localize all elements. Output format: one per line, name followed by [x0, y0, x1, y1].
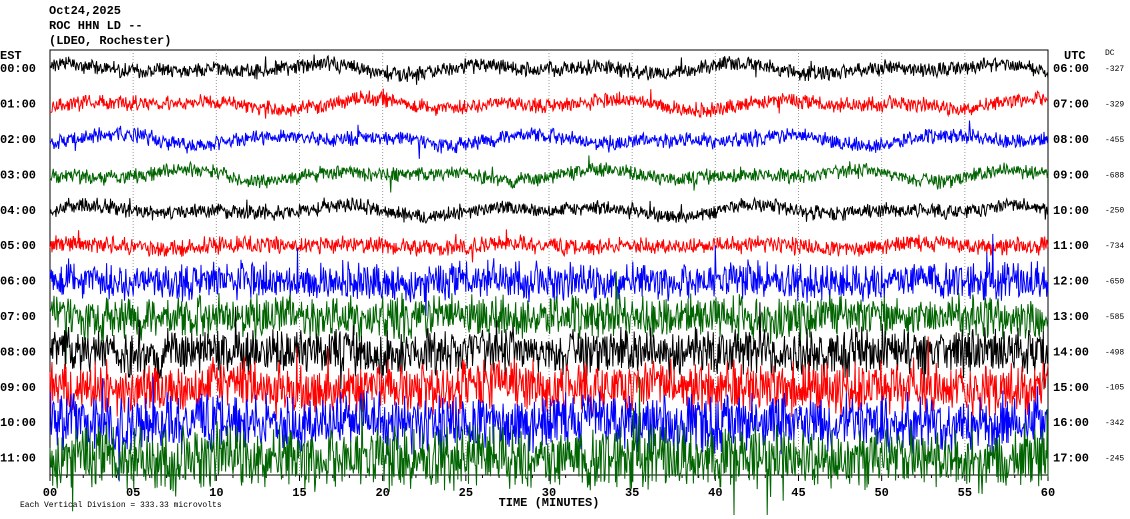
right-time-label: 12:00	[1053, 275, 1089, 289]
dc-offset: -734	[1105, 242, 1124, 251]
left-time-label: 07:00	[0, 310, 36, 324]
right-time-label: 15:00	[1053, 381, 1089, 395]
x-tick-label: 50	[874, 486, 888, 500]
right-time-label: 07:00	[1053, 98, 1089, 112]
dc-offset: -245	[1105, 455, 1124, 464]
x-tick-label: 60	[1041, 486, 1055, 500]
dc-offset: -688	[1105, 171, 1124, 180]
seismic-trace	[49, 155, 1049, 193]
dc-offset: -329	[1105, 101, 1124, 110]
seismic-trace	[49, 196, 1049, 224]
x-tick-label: 05	[126, 486, 140, 500]
seismic-trace	[50, 88, 1049, 119]
left-time-label: 00:00	[0, 62, 36, 76]
left-time-label: 10:00	[0, 416, 36, 430]
x-tick-label: 20	[375, 486, 389, 500]
right-time-label: 08:00	[1053, 133, 1089, 147]
x-axis-label: TIME (MINUTES)	[499, 496, 600, 510]
right-time-label: 09:00	[1053, 168, 1089, 182]
right-time-label: 13:00	[1053, 310, 1089, 324]
x-tick-label: 30	[542, 486, 556, 500]
seismic-trace	[49, 54, 1049, 85]
dc-offset: -455	[1105, 136, 1124, 145]
footer: Each Vertical Division = 333.33 microvol…	[20, 501, 222, 510]
seismic-trace	[49, 376, 1049, 482]
left-time-label: 01:00	[0, 98, 36, 112]
right-time-label: 16:00	[1053, 416, 1089, 430]
left-time-label: 02:00	[0, 133, 36, 147]
x-tick-label: 40	[708, 486, 722, 500]
dc-offset: -498	[1105, 348, 1124, 357]
right-time-label: 14:00	[1053, 345, 1089, 359]
x-tick-label: 25	[459, 486, 473, 500]
seismic-trace	[49, 376, 1049, 516]
dc-title: DC	[1105, 49, 1115, 58]
dc-offset: -105	[1105, 384, 1124, 393]
left-time-label: 11:00	[0, 452, 36, 466]
left-time-label: 05:00	[0, 239, 36, 253]
left-time-label: 03:00	[0, 168, 36, 182]
x-tick-label: 45	[791, 486, 805, 500]
x-tick-label: 00	[43, 486, 57, 500]
seismic-trace	[49, 233, 1049, 317]
right-time-label: 17:00	[1053, 452, 1089, 466]
dc-offset: -342	[1105, 419, 1124, 428]
right-axis-title: UTC	[1064, 49, 1086, 63]
dc-offset: -585	[1105, 313, 1124, 322]
x-tick-label: 55	[958, 486, 972, 500]
left-time-label: 09:00	[0, 381, 36, 395]
seismic-trace	[49, 229, 1049, 263]
x-tick-label: 10	[209, 486, 223, 500]
right-time-label: 10:00	[1053, 204, 1089, 218]
x-tick-label: 15	[292, 486, 306, 500]
date: Oct24,2025	[49, 4, 121, 18]
left-axis-title: EST	[0, 49, 22, 63]
seismic-trace	[49, 271, 1049, 365]
x-tick-label: 35	[625, 486, 639, 500]
left-time-label: 08:00	[0, 345, 36, 359]
seismic-trace	[49, 120, 1049, 159]
left-time-label: 04:00	[0, 204, 36, 218]
dc-offset: -650	[1105, 278, 1124, 287]
right-time-label: 11:00	[1053, 239, 1089, 253]
network: (LDEO, Rochester)	[49, 34, 171, 48]
left-time-label: 06:00	[0, 275, 36, 289]
dc-offset: -327	[1105, 65, 1124, 74]
seismic-trace	[49, 302, 1049, 393]
dc-offset: -250	[1105, 207, 1124, 216]
right-time-label: 06:00	[1053, 62, 1089, 76]
station: ROC HHN LD --	[49, 19, 143, 33]
